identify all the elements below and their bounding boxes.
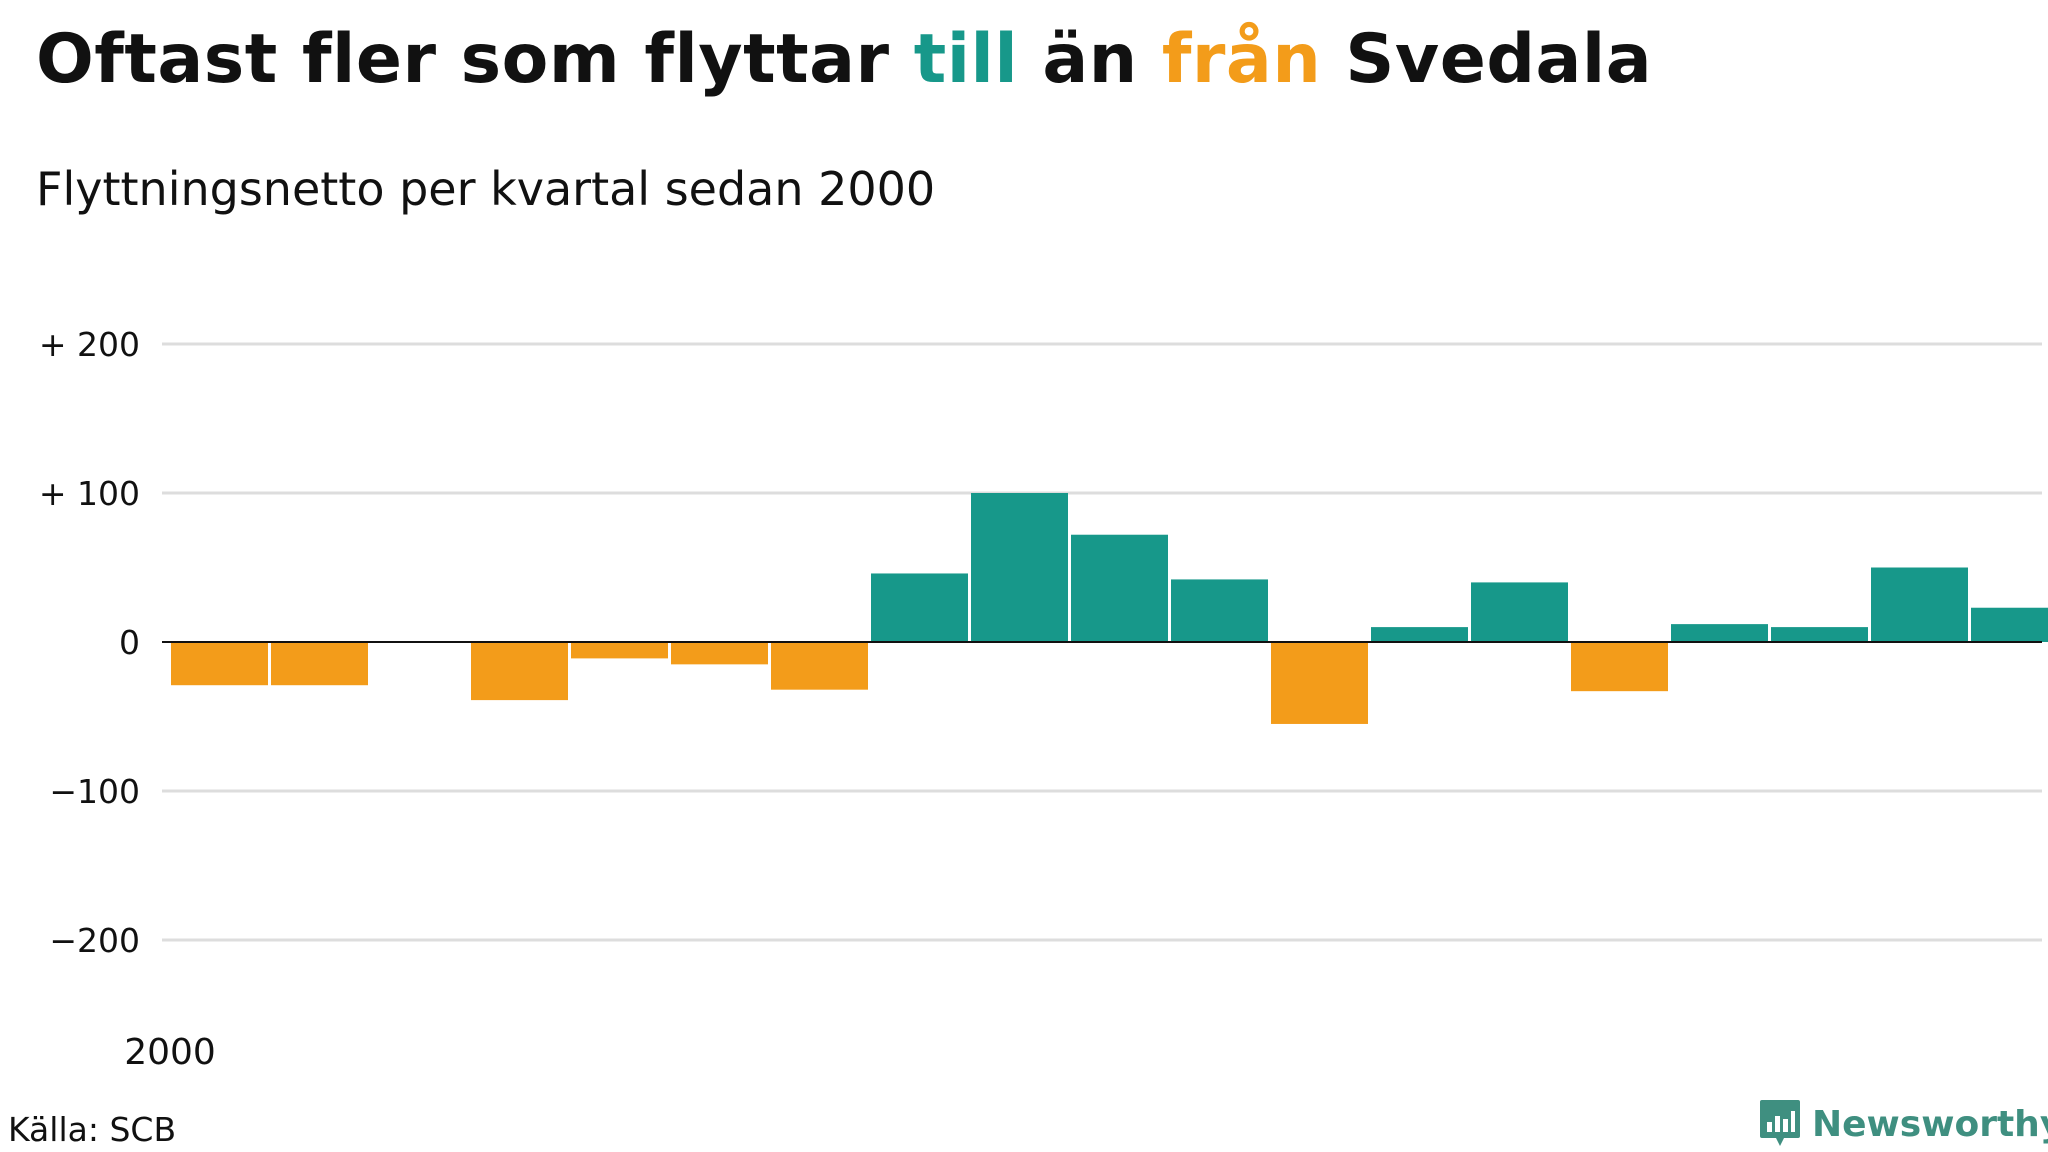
chart-subtitle: Flyttningsnetto per kvartal sedan 2000 <box>36 162 936 216</box>
bar <box>471 642 568 701</box>
y-tick-label: + 200 <box>39 325 140 364</box>
bar <box>1771 627 1868 642</box>
chart-title: Oftast fler som flyttar till än från Sve… <box>36 20 1652 99</box>
title-word-till: till <box>913 20 1019 99</box>
y-tick-label: + 100 <box>39 474 140 513</box>
bar <box>571 642 668 659</box>
bar <box>771 642 868 690</box>
y-tick-labels: + 200 + 100 0 −100 −200 <box>39 325 140 960</box>
bar <box>671 642 768 665</box>
y-tick-label: 0 <box>119 623 140 662</box>
brand-name: Newsworthy <box>1812 1103 2048 1145</box>
bar <box>1671 624 1768 642</box>
bar <box>1971 607 2048 642</box>
newsworthy-logo-icon <box>1760 1100 1800 1146</box>
bars <box>171 493 2048 724</box>
bar <box>1471 582 1568 642</box>
bar <box>1871 567 1968 642</box>
bar <box>971 493 1068 642</box>
x-tick-labels: 20002005201020152020 <box>124 1032 216 1073</box>
brand-logo: Newsworthy <box>1758 1098 2048 1150</box>
title-part-1: Oftast fler som flyttar <box>36 20 914 99</box>
bar <box>1071 534 1168 642</box>
title-part-2: än <box>1018 20 1162 99</box>
bar <box>271 642 368 686</box>
y-tick-label: −200 <box>49 921 140 960</box>
grid-lines <box>162 342 2042 942</box>
bar <box>171 642 268 686</box>
title-word-fran: från <box>1161 20 1322 99</box>
bar <box>1371 627 1468 642</box>
source-note: Källa: SCB <box>8 1110 177 1149</box>
title-part-3: Svedala <box>1321 20 1653 99</box>
bar <box>1171 579 1268 642</box>
bar <box>1271 642 1368 724</box>
y-tick-label: −100 <box>49 772 140 811</box>
bar <box>871 573 968 642</box>
x-tick-label: 2000 <box>124 1032 216 1073</box>
bar <box>1571 642 1668 692</box>
